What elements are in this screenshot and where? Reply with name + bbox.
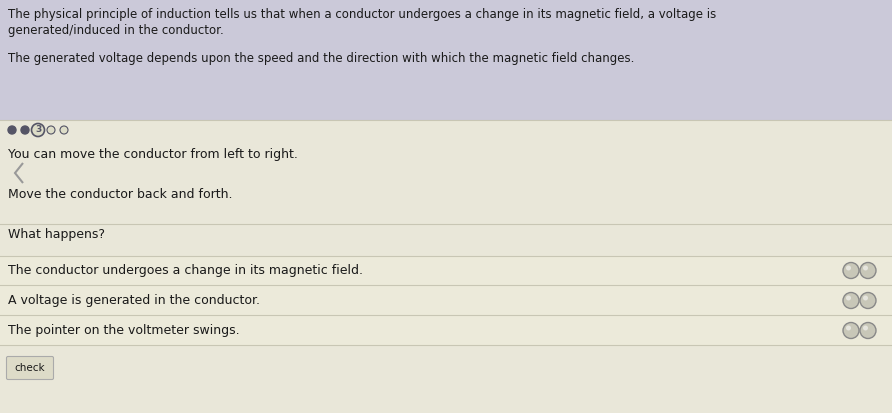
Text: A voltage is generated in the conductor.: A voltage is generated in the conductor. (8, 294, 260, 307)
Text: You can move the conductor from left to right.: You can move the conductor from left to … (8, 148, 298, 161)
Circle shape (60, 126, 68, 134)
Circle shape (860, 292, 876, 309)
FancyBboxPatch shape (0, 120, 892, 413)
Circle shape (846, 295, 851, 301)
FancyBboxPatch shape (0, 0, 892, 120)
Circle shape (863, 295, 868, 301)
Circle shape (8, 126, 16, 134)
Circle shape (860, 263, 876, 278)
Text: The generated voltage depends upon the speed and the direction with which the ma: The generated voltage depends upon the s… (8, 52, 634, 65)
Text: Move the conductor back and forth.: Move the conductor back and forth. (8, 188, 233, 201)
Circle shape (846, 325, 851, 330)
Circle shape (31, 123, 45, 137)
Circle shape (860, 323, 876, 339)
Circle shape (863, 266, 868, 271)
Circle shape (843, 292, 859, 309)
Circle shape (843, 263, 859, 278)
Circle shape (843, 323, 859, 339)
FancyBboxPatch shape (0, 316, 892, 345)
Text: The conductor undergoes a change in its magnetic field.: The conductor undergoes a change in its … (8, 264, 363, 277)
Text: generated/induced in the conductor.: generated/induced in the conductor. (8, 24, 224, 37)
Circle shape (47, 126, 55, 134)
Text: What happens?: What happens? (8, 228, 105, 241)
Text: The physical principle of induction tells us that when a conductor undergoes a c: The physical principle of induction tell… (8, 8, 716, 21)
FancyBboxPatch shape (0, 256, 892, 285)
Circle shape (21, 126, 29, 134)
Circle shape (846, 266, 851, 271)
Text: The pointer on the voltmeter swings.: The pointer on the voltmeter swings. (8, 324, 240, 337)
FancyBboxPatch shape (6, 356, 54, 380)
Circle shape (863, 325, 868, 330)
Text: 3: 3 (35, 126, 41, 135)
Text: check: check (14, 363, 45, 373)
FancyBboxPatch shape (0, 286, 892, 315)
